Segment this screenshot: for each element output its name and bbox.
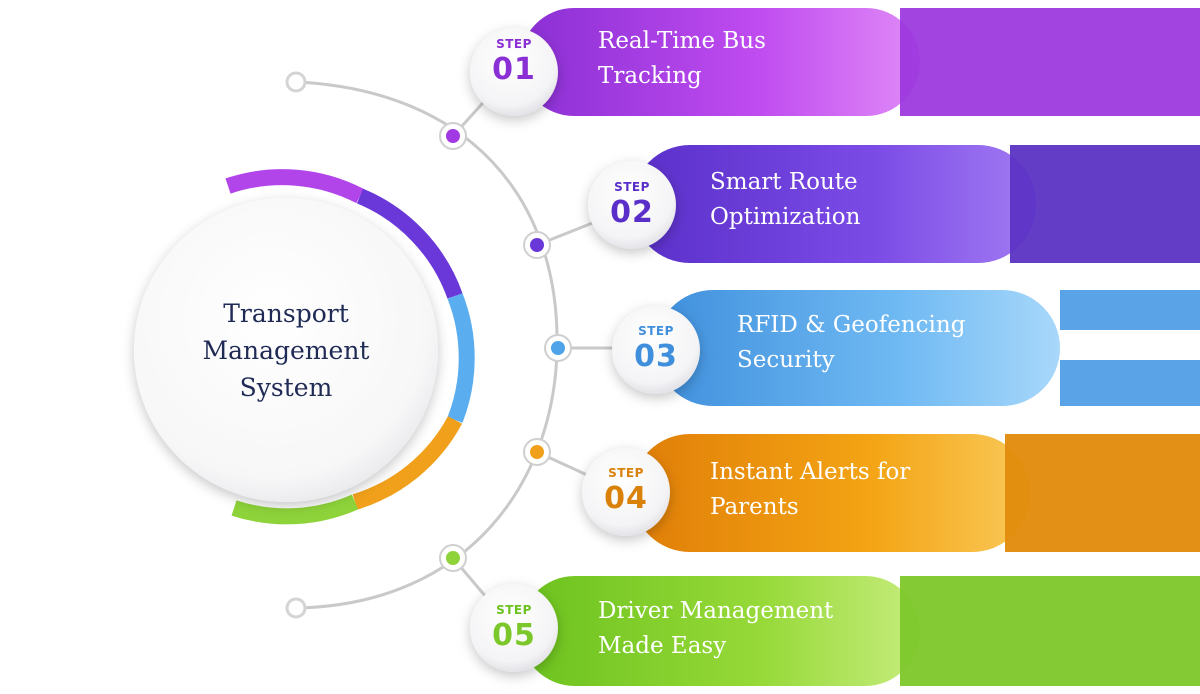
badge-circle-03 [612, 306, 700, 394]
step-title-01-line1: Real-Time Bus [598, 28, 766, 54]
arc-endpoint-top [285, 71, 307, 93]
node-dot-05 [439, 544, 467, 572]
badge-circle-02 [588, 161, 676, 249]
step-label-01: STEP [496, 37, 532, 51]
arc-endpoint-bottom [285, 597, 307, 619]
badge-circle-01 [470, 28, 558, 116]
node-dot-01 [439, 122, 467, 150]
step-title-03-line2: Security [737, 347, 835, 373]
step-title-03-line1: RFID & Geofencing [737, 312, 966, 338]
step-label-02: STEP [614, 180, 650, 194]
step-title-02-line2: Optimization [710, 204, 861, 230]
badge-circle-04 [582, 448, 670, 536]
step-number-03: 03 [634, 339, 678, 374]
step-title-05-line1: Driver Management [598, 598, 834, 624]
hub-circle [134, 198, 438, 502]
step-label-04: STEP [608, 466, 644, 480]
step-title-04-line1: Instant Alerts for [710, 459, 911, 485]
step-label-05: STEP [496, 603, 532, 617]
banner-step-03 [655, 290, 1200, 406]
step-number-01: 01 [492, 52, 536, 87]
node-dot-03 [544, 334, 572, 362]
badge-circle-05 [470, 584, 558, 672]
node-dot-04 [523, 438, 551, 466]
banner-step-01 [520, 8, 1200, 116]
banner-step-05 [520, 576, 1200, 686]
banner-step-04 [632, 434, 1200, 552]
node-dot-02 [523, 231, 551, 259]
banner-step-02 [632, 145, 1200, 263]
step-title-05-line2: Made Easy [598, 633, 727, 659]
hub: Transport Management System [136, 200, 436, 500]
step-title-04-line2: Parents [710, 494, 799, 520]
hub-ring [225, 169, 475, 525]
step-title-02-line1: Smart Route [710, 169, 858, 195]
step-label-03: STEP [638, 324, 674, 338]
step-title-01-line2: Tracking [598, 63, 702, 89]
step-number-02: 02 [610, 195, 654, 230]
step-number-05: 05 [492, 618, 536, 653]
hub-title: Transport Management System [202, 298, 370, 402]
step-number-04: 04 [604, 481, 648, 516]
